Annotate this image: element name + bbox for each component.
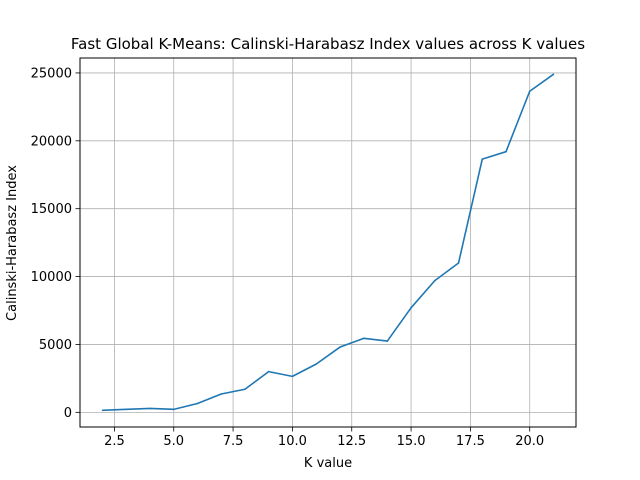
data-point <box>172 408 175 411</box>
x-tick-label: 17.5 <box>456 434 485 449</box>
data-point <box>315 363 317 365</box>
y-tick-label: 10000 <box>31 270 72 285</box>
y-axis-label: Calinski-Harabasz Index <box>5 165 20 321</box>
data-point <box>220 393 223 395</box>
data-point <box>125 408 128 411</box>
x-axis-label: K value <box>304 456 352 471</box>
plot-frame <box>79 57 577 428</box>
data-point <box>149 407 151 410</box>
x-tick-label: 5.0 <box>163 434 184 449</box>
data-point <box>196 402 199 405</box>
data-point <box>244 388 246 391</box>
data-point <box>339 346 341 348</box>
data-point <box>410 307 412 309</box>
y-tick-label: 5000 <box>39 338 72 353</box>
data-point <box>291 375 294 378</box>
grid-lines <box>80 58 576 427</box>
data-point <box>481 158 484 160</box>
data-point <box>362 337 365 340</box>
data-series <box>101 73 555 412</box>
data-point <box>505 150 507 153</box>
x-tick-label: 12.5 <box>337 434 366 449</box>
data-point <box>267 370 270 373</box>
x-tick-label: 7.5 <box>223 434 244 449</box>
y-tick-label: 15000 <box>31 202 72 217</box>
data-point <box>528 90 531 93</box>
data-point <box>433 279 436 282</box>
chart-title: Fast Global K-Means: Calinski-Harabasz I… <box>71 35 585 53</box>
x-axis-ticks: 2.5 5.0 7.5 10.0 12.5 15.0 17.5 20.0 <box>104 427 544 449</box>
data-point <box>386 340 389 342</box>
y-axis-ticks: 0 5000 10000 15000 20000 25000 <box>31 66 80 421</box>
x-tick-label: 2.5 <box>104 434 125 449</box>
x-tick-label: 15.0 <box>397 434 426 449</box>
x-tick-label: 20.0 <box>515 434 544 449</box>
data-point <box>101 409 104 412</box>
y-tick-label: 20000 <box>31 134 72 149</box>
y-tick-label: 0 <box>64 406 72 421</box>
data-point <box>457 262 460 264</box>
x-tick-label: 10.0 <box>278 434 307 449</box>
data-point <box>552 73 555 76</box>
series-line <box>102 73 554 412</box>
y-tick-label: 25000 <box>31 66 72 81</box>
